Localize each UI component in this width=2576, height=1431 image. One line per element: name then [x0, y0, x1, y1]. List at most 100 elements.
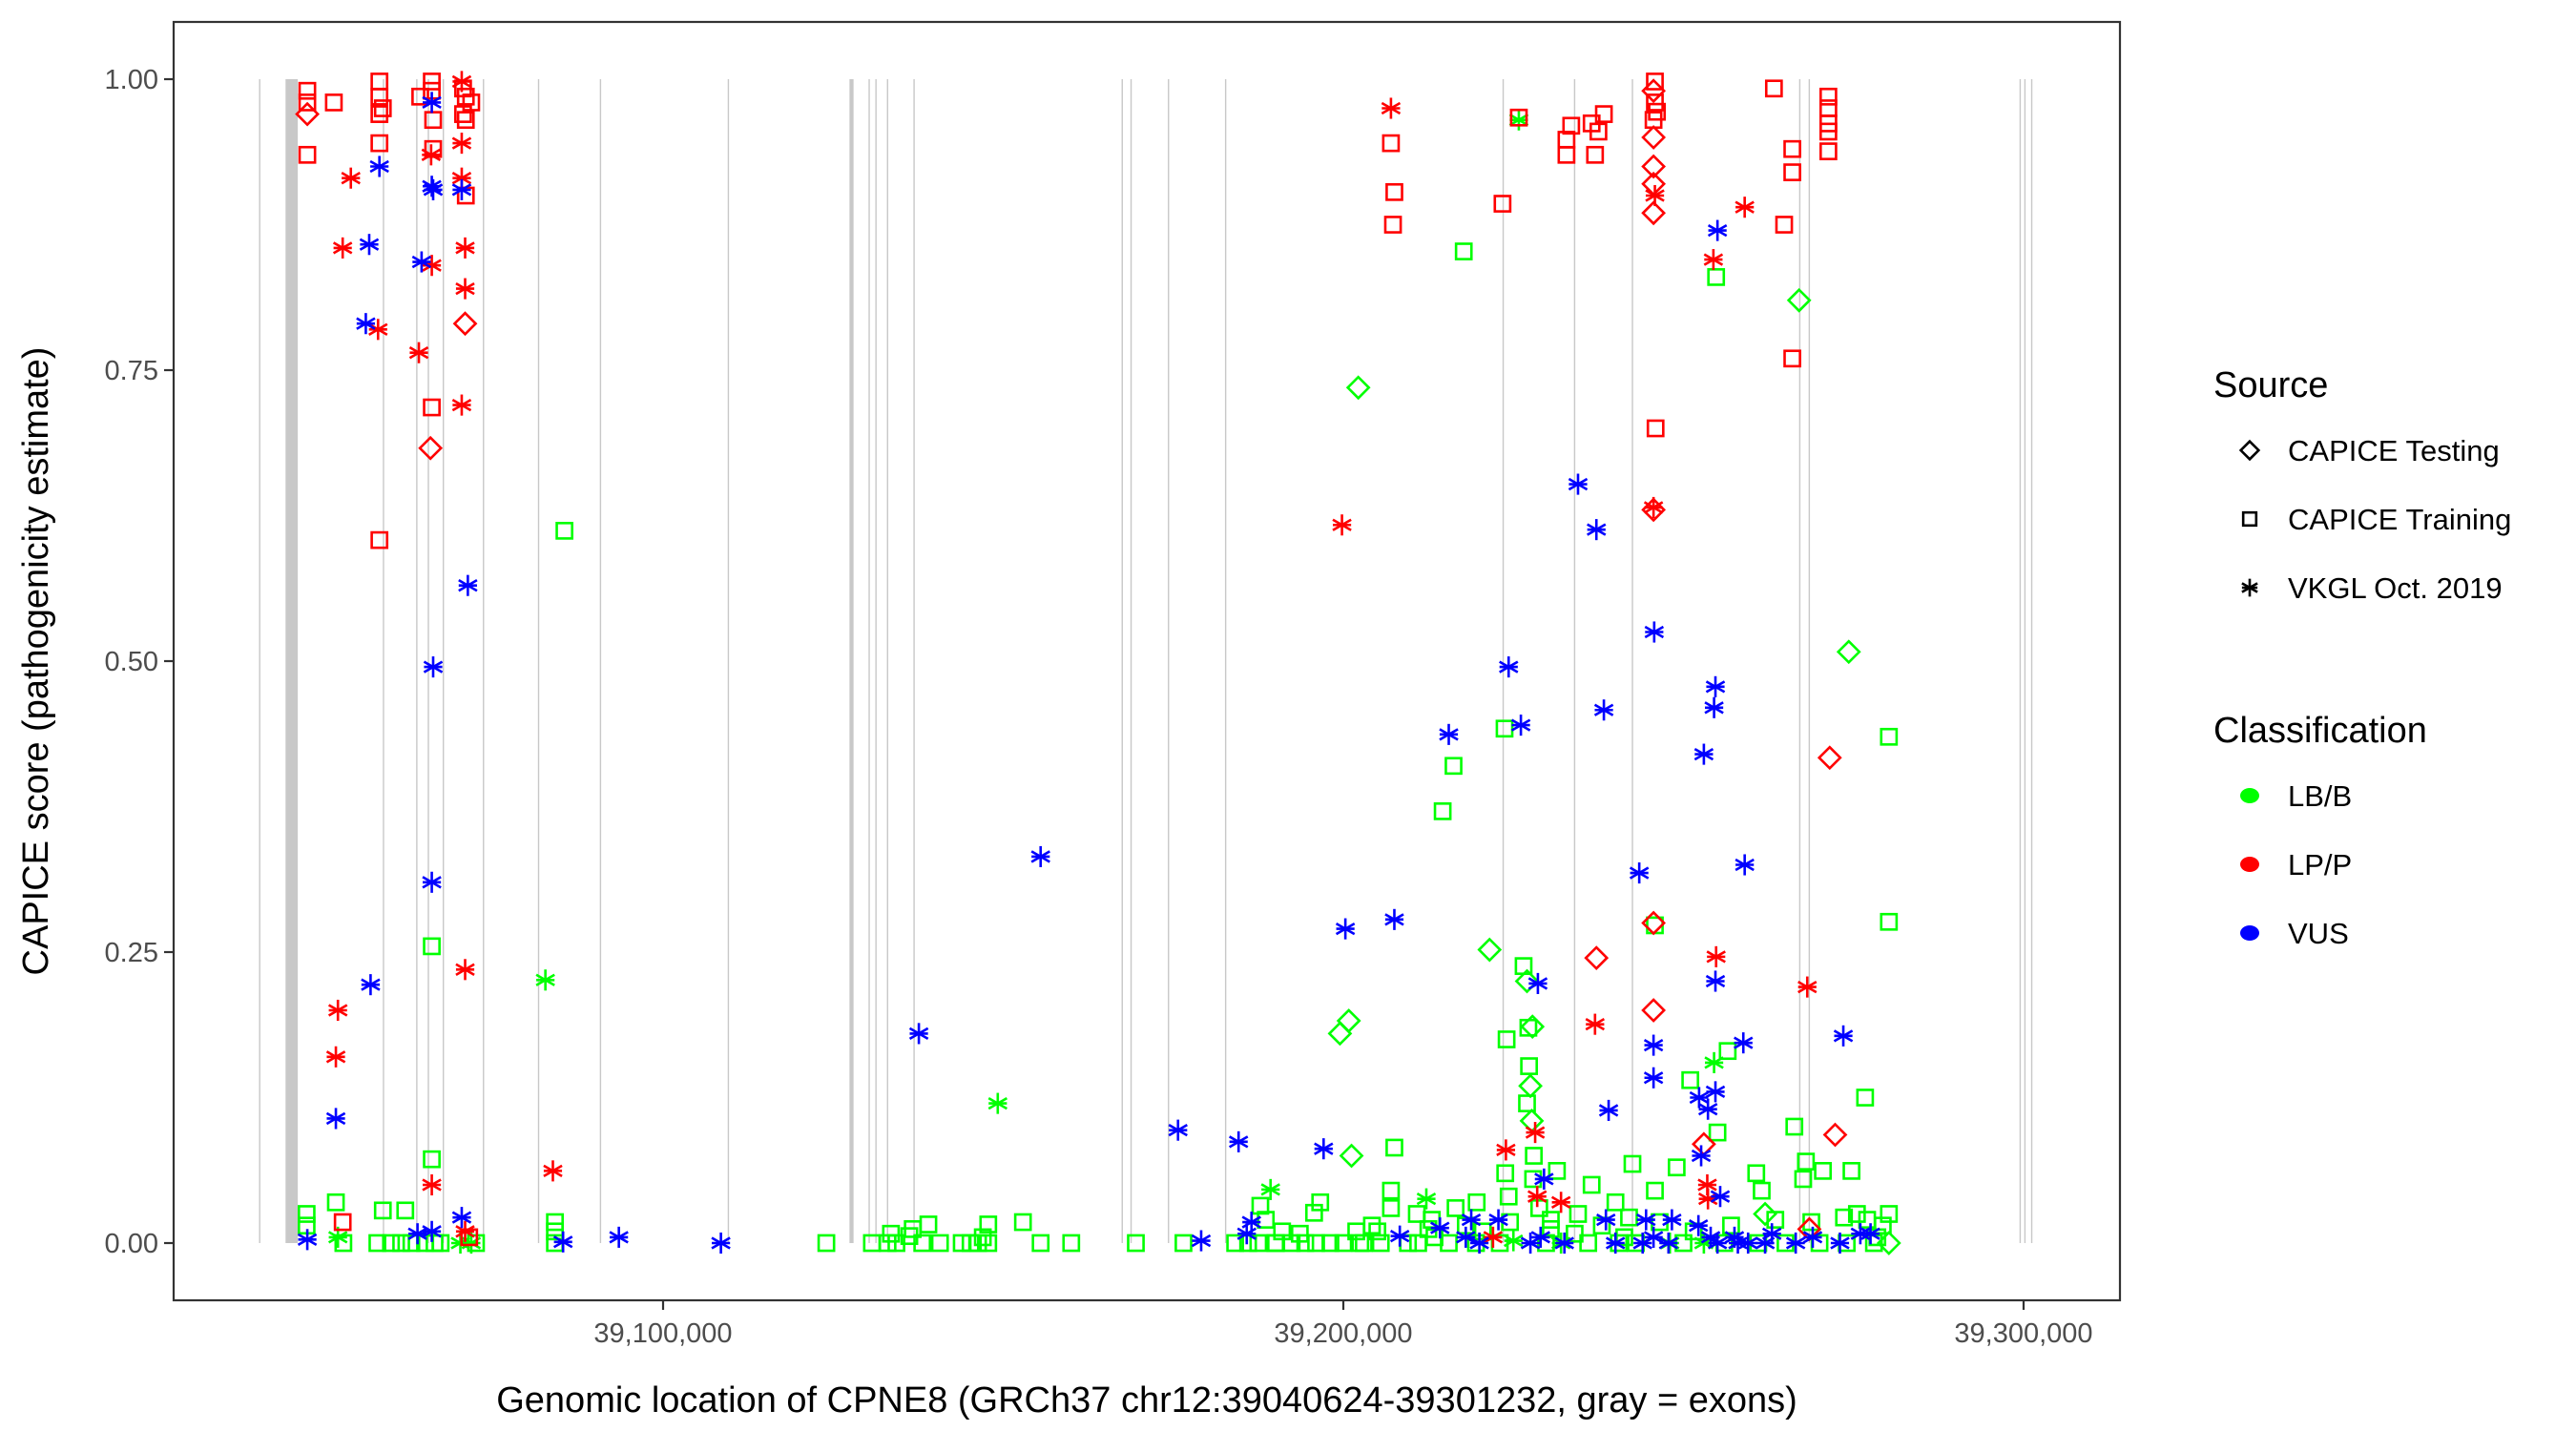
data-point-square [298, 93, 317, 112]
data-point-square [333, 1213, 352, 1232]
data-point-square [1334, 1234, 1353, 1253]
data-point-asterisk [1643, 1034, 1664, 1056]
data-point-square [1371, 1234, 1390, 1253]
data-point-square [1783, 139, 1801, 158]
data-point-diamond [1514, 968, 1540, 994]
data-point-asterisk [1191, 1230, 1212, 1252]
data-point-square [334, 1234, 353, 1253]
x-axis-title: Genomic location of CPNE8 (GRCh37 chr12:… [496, 1380, 1797, 1421]
data-point-asterisk [1527, 972, 1548, 994]
legend-item-classification: VUS [2240, 917, 2349, 950]
data-point-square [396, 1201, 415, 1220]
data-point-diamond [1345, 375, 1371, 401]
data-point-diamond [1786, 287, 1812, 313]
data-point-square [1383, 216, 1402, 234]
color-dot-icon [2240, 857, 2259, 872]
data-point-square [930, 1234, 949, 1253]
data-point-square [1681, 1070, 1699, 1089]
data-point-asterisk [1728, 1232, 1748, 1255]
data-point-asterisk [711, 1232, 731, 1255]
data-point-asterisk [1496, 1139, 1516, 1161]
data-point-diamond [1641, 998, 1667, 1023]
data-point-diamond [1822, 1122, 1848, 1148]
data-point-asterisk [1735, 854, 1755, 876]
square-icon [2241, 510, 2258, 528]
data-point-square [1880, 1205, 1899, 1223]
asterisk-icon [2241, 578, 2258, 597]
data-point-asterisk [1707, 219, 1728, 241]
data-point-square [298, 145, 317, 164]
data-point-square [1819, 122, 1838, 141]
data-point-asterisk [421, 144, 442, 166]
data-point-asterisk [1688, 1214, 1709, 1236]
data-point-square [373, 99, 392, 117]
data-point-asterisk [1632, 1232, 1652, 1255]
data-point-asterisk [1527, 1186, 1548, 1208]
data-point-diamond [1641, 497, 1667, 523]
legend-label: VKGL Oct. 2019 [2288, 571, 2503, 605]
data-point-square [1623, 1154, 1642, 1173]
data-point-square [1668, 1158, 1686, 1177]
data-point-square [456, 87, 475, 106]
data-point-asterisk [361, 974, 381, 996]
data-point-asterisk [552, 1231, 573, 1253]
data-point-asterisk [1508, 109, 1529, 131]
data-point-asterisk [1228, 1130, 1249, 1152]
data-point-square [423, 73, 441, 91]
exon-line [1121, 79, 1123, 1243]
data-point-asterisk [1416, 1188, 1437, 1210]
data-point-asterisk [1703, 249, 1724, 271]
data-point-asterisk [1605, 1232, 1626, 1255]
data-point-asterisk [1705, 970, 1726, 992]
data-point-asterisk [1705, 675, 1726, 697]
data-point-square [1013, 1213, 1032, 1232]
data-point-asterisk [411, 251, 432, 273]
legend-item-source: CAPICE Testing [2238, 434, 2500, 467]
data-point-asterisk [325, 1108, 346, 1130]
data-point-asterisk [1706, 945, 1726, 967]
data-point-square [1722, 1216, 1740, 1235]
data-point-diamond [1753, 1201, 1777, 1227]
data-point-asterisk [356, 313, 376, 335]
exon-lines [259, 79, 2033, 1243]
data-point-square [1446, 1199, 1465, 1217]
data-point-square [1291, 1224, 1309, 1243]
y-tick-label: 0.50 [105, 647, 158, 677]
data-point-asterisk [1593, 699, 1614, 721]
data-point-square [968, 1234, 987, 1253]
data-point-square [1856, 1089, 1875, 1107]
data-point-square [1775, 216, 1794, 234]
data-point-asterisk [1629, 861, 1650, 884]
data-point-asterisk [1260, 1178, 1280, 1200]
data-point-square [1542, 1211, 1560, 1229]
data-point-asterisk [1785, 1232, 1806, 1255]
legend-label: LB/B [2288, 779, 2352, 813]
exon-line [383, 79, 384, 1243]
data-point-square [1031, 1234, 1050, 1253]
data-point-square [1497, 1030, 1516, 1048]
data-point-diamond [1641, 200, 1667, 226]
exon-line [483, 79, 485, 1243]
data-point-square [1785, 1117, 1804, 1136]
data-point-asterisk [422, 92, 442, 114]
y-tick-label: 0.75 [105, 356, 158, 386]
data-point-asterisk [1236, 1223, 1257, 1245]
data-point-square [1257, 1211, 1276, 1229]
data-point-asterisk [1802, 1226, 1823, 1248]
data-point-asterisk [1389, 1225, 1410, 1247]
data-point-square [1766, 1211, 1785, 1229]
exon-line [875, 79, 877, 1243]
data-point-asterisk [535, 969, 555, 991]
exon-line [1224, 79, 1227, 1243]
data-point-asterisk [1850, 1223, 1871, 1245]
data-point-asterisk [1595, 1209, 1616, 1231]
data-point-diamond [1584, 945, 1610, 970]
data-point-square [1764, 79, 1783, 98]
data-point-square [1794, 1170, 1813, 1189]
data-point-square [546, 1213, 564, 1232]
data-point-asterisk [297, 1229, 318, 1251]
data-point-asterisk [1643, 1067, 1664, 1089]
data-point-asterisk [369, 156, 389, 177]
